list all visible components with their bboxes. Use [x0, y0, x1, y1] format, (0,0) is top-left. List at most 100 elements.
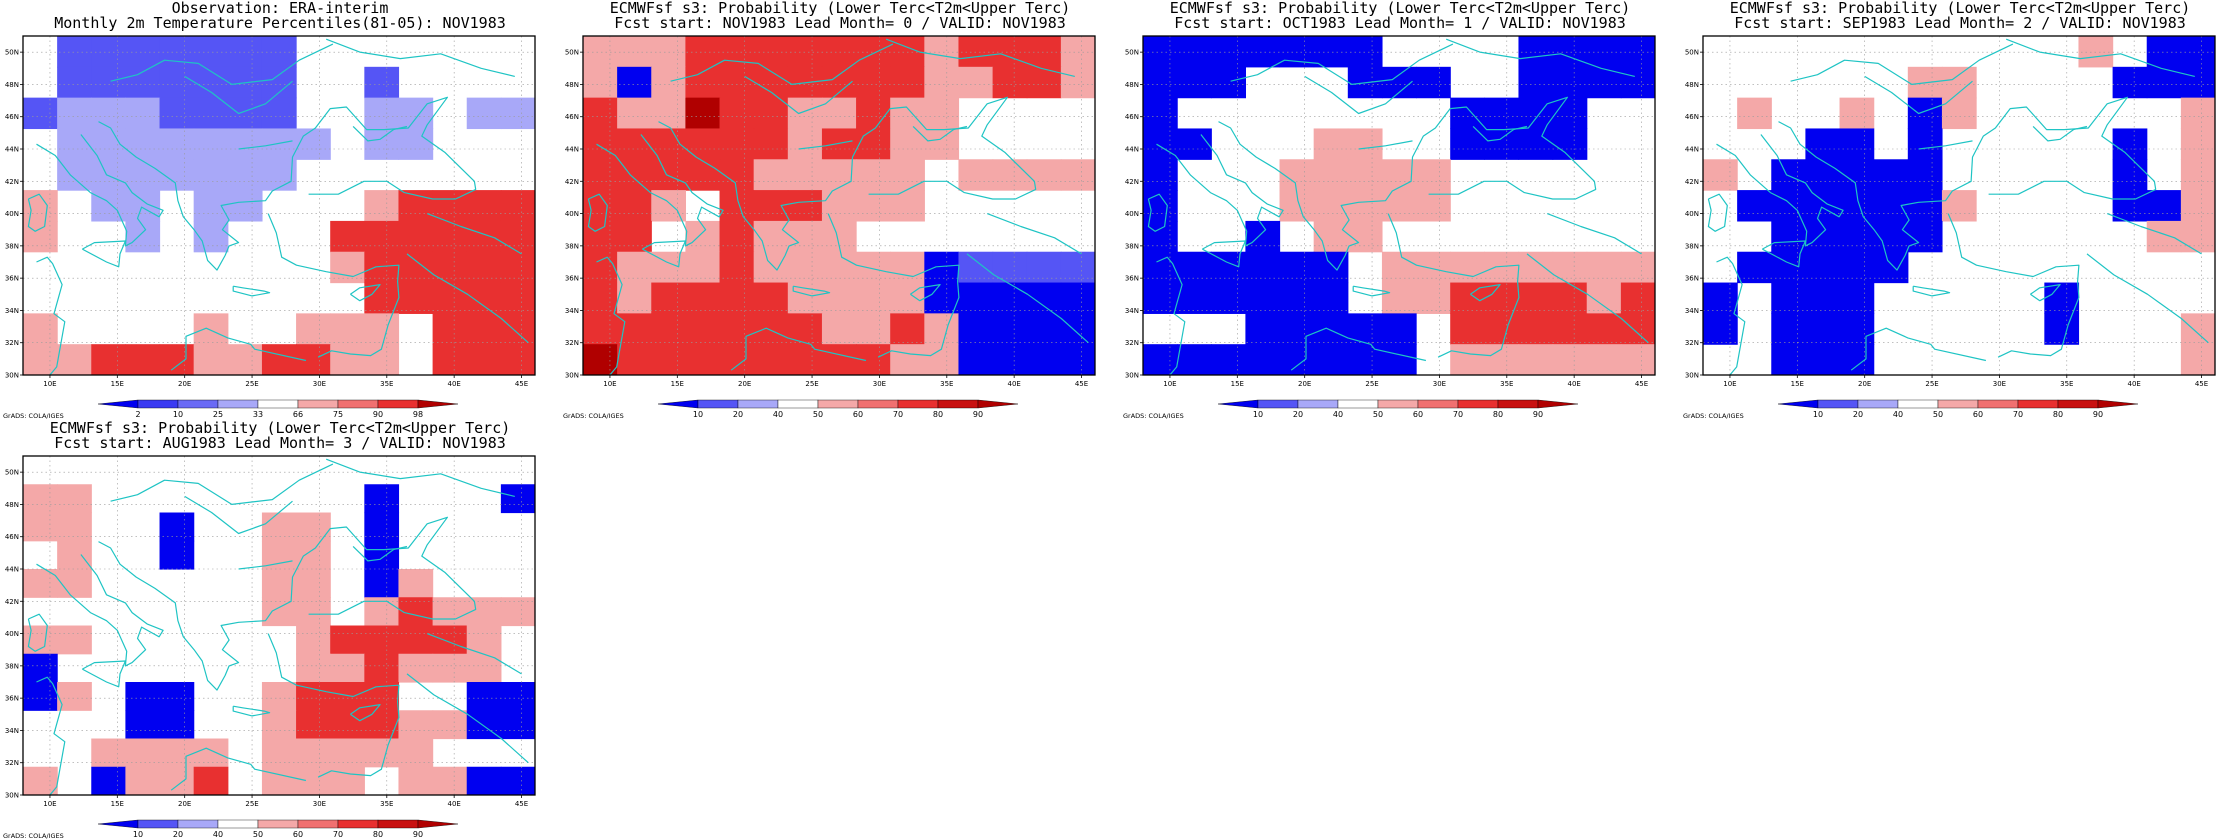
map-cell: [1347, 344, 1383, 375]
map-cell: [1177, 36, 1212, 68]
map-cell: [1518, 282, 1554, 314]
coastline: [110, 43, 334, 85]
map-cell: [57, 484, 92, 514]
colorbar-segment: [97, 819, 139, 829]
coastline: [1864, 75, 1973, 115]
grads-credit: GrADS: COLA/IGES: [3, 412, 64, 420]
coastline: [1445, 38, 1635, 77]
map-cell: [856, 128, 891, 160]
map-cell: [466, 625, 502, 655]
lon-tick-label: 40E: [447, 800, 460, 808]
map-cell: [23, 484, 58, 514]
map-cell: [261, 36, 297, 68]
colorbar-label: 10: [1813, 410, 1823, 419]
map-cell: [1907, 97, 1943, 130]
lat-tick-label: 46N: [5, 113, 19, 121]
lon-tick-label: 35E: [1500, 380, 1513, 388]
lat-tick-label: 36N: [1685, 275, 1699, 283]
lon-tick-label: 15E: [671, 380, 684, 388]
colorbar-label: 90: [1533, 410, 1543, 419]
map-cell: [1552, 313, 1588, 345]
map-cell: [432, 597, 468, 627]
map-cell: [466, 653, 502, 683]
map-cell: [159, 540, 195, 570]
coastline: [658, 96, 1037, 271]
map-cell: [398, 653, 434, 683]
map-cell: [466, 597, 502, 627]
map-cell: [1416, 282, 1451, 314]
colorbar-label: 10: [693, 410, 703, 419]
map-cell: [432, 344, 468, 375]
colorbar-label: 40: [213, 830, 223, 839]
coastline: [426, 633, 522, 675]
map-cell: [159, 344, 195, 375]
lat-tick-label: 44N: [565, 146, 579, 154]
map-cell: [364, 97, 400, 130]
map-cell: [856, 282, 891, 314]
map-cell: [466, 344, 502, 375]
coastline: [798, 140, 853, 150]
map-cell: [890, 313, 925, 345]
map-cell: [1907, 220, 1943, 253]
grads-credit: GrADS: COLA/IGES: [3, 832, 64, 840]
lon-tick-label: 25E: [245, 380, 258, 388]
panel-subtitle: Monthly 2m Temperature Percentiles(81-05…: [54, 14, 506, 32]
map-cell: [821, 251, 857, 284]
coastline: [36, 134, 164, 247]
map-cell: [583, 97, 618, 130]
map-cell: [91, 738, 126, 768]
map-cell: [330, 313, 365, 345]
map-cell: [1060, 36, 1095, 68]
map-cell: [1771, 313, 1806, 345]
map-cell: [500, 251, 535, 284]
coastline: [267, 213, 400, 358]
map-cell: [159, 710, 195, 740]
colorbar-segment: [417, 399, 459, 409]
map-cell: [1907, 190, 1943, 222]
lon-tick-label: 15E: [1231, 380, 1244, 388]
map-cell: [1805, 128, 1841, 160]
map-cell: [1552, 97, 1588, 130]
lon-tick-label: 30E: [313, 800, 326, 808]
map-cell: [719, 282, 755, 314]
map-cell: [719, 128, 755, 160]
map-cell: [583, 313, 618, 345]
map-cell: [2112, 190, 2148, 222]
map-cell: [1060, 66, 1095, 99]
coastline: [1472, 125, 1528, 142]
map-cell: [617, 66, 652, 99]
lat-tick-label: 34N: [5, 727, 19, 735]
map-cell: [992, 282, 1028, 314]
colorbar-label: 20: [173, 830, 183, 839]
map-cell: [1060, 251, 1095, 284]
map-cell: [2112, 66, 2148, 99]
colorbar-segment: [137, 399, 179, 409]
map-cell: [685, 344, 721, 375]
map-cell: [1143, 97, 1178, 130]
colorbar-segment: [977, 399, 1019, 409]
map-cell: [583, 159, 618, 191]
map-cell: [432, 220, 468, 253]
map-cell: [992, 313, 1028, 345]
lat-tick-label: 38N: [565, 242, 579, 250]
lon-tick-label: 45E: [1635, 380, 1648, 388]
map-cell: [364, 710, 400, 740]
coastline: [1918, 140, 1973, 150]
map-cell: [398, 220, 434, 253]
coastline: [2229, 141, 2240, 246]
colorbar-label: 20: [1293, 410, 1303, 419]
lon-tick-label: 20E: [738, 380, 751, 388]
coastline: [238, 560, 293, 570]
map-cell: [1211, 344, 1246, 375]
map-cell: [1026, 282, 1062, 314]
map-cell: [159, 766, 195, 795]
map-cell: [23, 682, 58, 711]
map-cell: [1026, 159, 1062, 191]
lat-tick-label: 44N: [5, 566, 19, 574]
colorbar-segment: [1817, 399, 1859, 409]
map-cell: [787, 190, 823, 222]
map-cell: [330, 344, 365, 375]
map-cell: [1245, 344, 1281, 375]
map-cell: [364, 282, 400, 314]
